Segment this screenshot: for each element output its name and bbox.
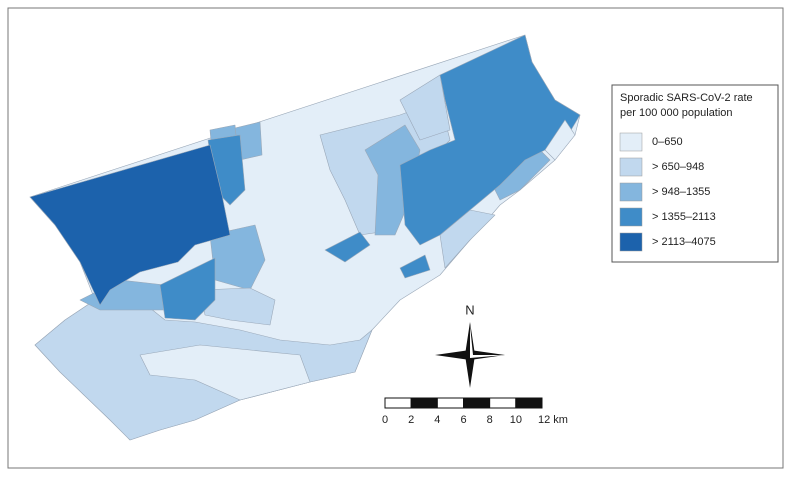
scale-label: 10 — [510, 414, 522, 426]
scale-segment — [410, 397, 438, 409]
scale-segment — [384, 397, 412, 409]
scale-segment — [463, 397, 491, 409]
compass: N — [435, 302, 505, 388]
region — [29, 144, 231, 306]
scale-segment — [515, 397, 543, 409]
scale-label: 8 — [487, 414, 493, 426]
region — [199, 287, 276, 326]
region — [544, 119, 576, 161]
region — [139, 344, 311, 401]
region — [399, 74, 451, 141]
legend: Sporadic SARS-CoV-2 rate per 100 000 pop… — [611, 84, 779, 263]
scale-segment — [489, 397, 517, 409]
legend-label: > 1355–2113 — [652, 211, 716, 223]
legend-swatch — [619, 157, 643, 177]
compass-highlight — [470, 325, 473, 355]
legend-swatch — [619, 232, 643, 252]
region — [399, 254, 431, 279]
legend-title: per 100 000 population — [620, 107, 733, 119]
legend-label: > 948–1355 — [652, 186, 710, 198]
legend-title: Sporadic SARS-CoV-2 rate — [620, 92, 753, 104]
region — [399, 34, 581, 246]
compass-highlight — [470, 355, 505, 358]
frame — [7, 7, 784, 469]
compass-label: N — [465, 302, 474, 317]
legend-label: 0–650 — [652, 136, 683, 148]
scale-label: 6 — [460, 414, 466, 426]
scale-label: 4 — [434, 414, 440, 426]
legend-label: > 650–948 — [652, 161, 704, 173]
scale-bar: 0 2 4 6 8 10 12 km — [382, 397, 568, 426]
scale-segment — [436, 397, 465, 409]
legend-swatch — [619, 182, 643, 202]
scale-label: 2 — [408, 414, 414, 426]
map — [29, 34, 581, 441]
scale-label: 12 km — [538, 414, 568, 426]
legend-swatch — [619, 132, 643, 152]
legend-label: > 2113–4075 — [652, 236, 716, 248]
region — [324, 231, 371, 263]
legend-swatch — [619, 207, 643, 227]
scale-label: 0 — [382, 414, 388, 426]
region — [159, 257, 216, 321]
